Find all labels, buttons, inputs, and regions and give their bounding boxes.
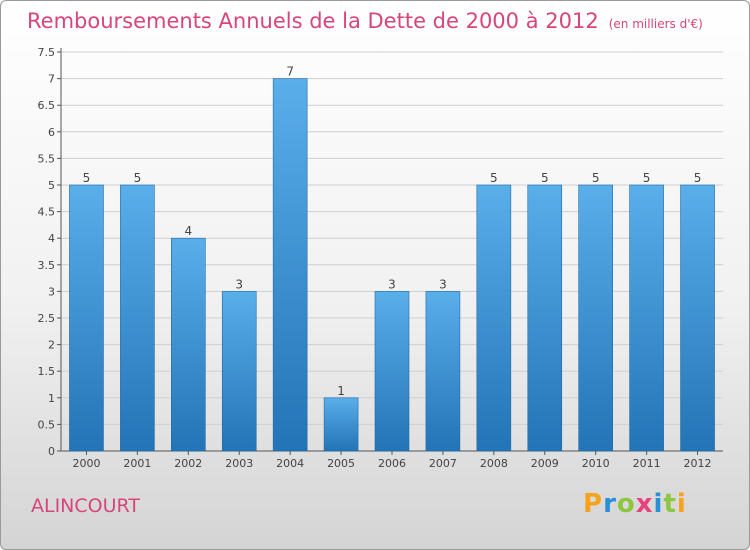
y-tick-label: 2 — [48, 339, 55, 352]
y-tick-label: 1.5 — [38, 365, 56, 378]
bar-2010 — [578, 184, 613, 452]
data-label-2005: 1 — [337, 384, 345, 398]
x-tick-label-2008: 2008 — [480, 457, 508, 470]
x-tick-label-2001: 2001 — [123, 457, 151, 470]
y-tick-label: 7 — [48, 73, 55, 86]
bar-2006 — [374, 291, 410, 452]
data-label-2011: 5 — [643, 171, 651, 185]
y-tick-label: 3 — [48, 285, 55, 298]
logo-letter: i — [653, 489, 664, 519]
x-tick-label-2010: 2010 — [582, 457, 610, 470]
bar-2007 — [425, 291, 461, 452]
bar-2002 — [171, 237, 206, 452]
x-tick-label-2007: 2007 — [429, 457, 457, 470]
data-label-2006: 3 — [388, 277, 396, 291]
x-tick-label-2002: 2002 — [174, 457, 202, 470]
bar-2009 — [527, 184, 563, 452]
logo-letter: o — [616, 489, 636, 519]
y-tick-label: 0 — [48, 445, 55, 458]
data-label-2007: 3 — [439, 277, 447, 291]
chart-title-text: Remboursements Annuels de la Dette de 20… — [27, 9, 599, 33]
x-tick-label-2004: 2004 — [276, 457, 304, 470]
y-tick-label: 1 — [48, 392, 55, 405]
logo-letter: t — [663, 489, 677, 519]
y-tick-label: 2.5 — [38, 312, 56, 325]
x-tick-label-2011: 2011 — [633, 457, 661, 470]
data-label-2002: 4 — [184, 224, 192, 238]
x-tick-label-2006: 2006 — [378, 457, 406, 470]
logo-letter: x — [635, 489, 654, 519]
data-label-2012: 5 — [694, 171, 702, 185]
data-label-2010: 5 — [592, 171, 600, 185]
data-label-2000: 5 — [83, 171, 91, 185]
data-label-2009: 5 — [541, 171, 549, 185]
x-tick-label-2003: 2003 — [225, 457, 253, 470]
logo-letter: r — [603, 489, 617, 519]
y-tick-label: 6.5 — [38, 99, 56, 112]
y-tick-label: 0.5 — [38, 418, 56, 431]
x-tick-label-2000: 2000 — [72, 457, 100, 470]
chart-title: Remboursements Annuels de la Dette de 20… — [27, 9, 703, 33]
y-tick-label: 4.5 — [38, 206, 56, 219]
bar-2004 — [272, 78, 308, 452]
bar-2003 — [221, 291, 257, 452]
bar-2001 — [120, 184, 155, 452]
y-tick-label: 5 — [48, 179, 55, 192]
logo-letter: P — [583, 489, 604, 519]
data-label-2008: 5 — [490, 171, 498, 185]
y-tick-label: 7.5 — [38, 46, 56, 59]
commune-name: ALINCOURT — [31, 495, 140, 517]
y-tick-label: 6 — [48, 126, 55, 139]
y-tick-label: 4 — [48, 232, 55, 245]
logo-letter: i — [676, 489, 687, 519]
bar-2005 — [323, 397, 359, 452]
bar-2011 — [629, 184, 664, 452]
bar-2000 — [69, 184, 104, 452]
data-label-2004: 7 — [286, 65, 294, 79]
y-tick-label: 3.5 — [38, 259, 56, 272]
chart-subtitle: (en milliers d'€) — [608, 17, 703, 31]
x-tick-label-2005: 2005 — [327, 457, 355, 470]
bar-2012 — [680, 184, 715, 452]
y-tick-label: 5.5 — [38, 152, 56, 165]
proxiti-logo: Proxiti — [583, 489, 687, 519]
x-tick-label-2009: 2009 — [531, 457, 559, 470]
data-label-2001: 5 — [134, 171, 142, 185]
bar-2008 — [476, 184, 512, 452]
data-label-2003: 3 — [235, 277, 243, 291]
x-tick-label-2012: 2012 — [684, 457, 712, 470]
